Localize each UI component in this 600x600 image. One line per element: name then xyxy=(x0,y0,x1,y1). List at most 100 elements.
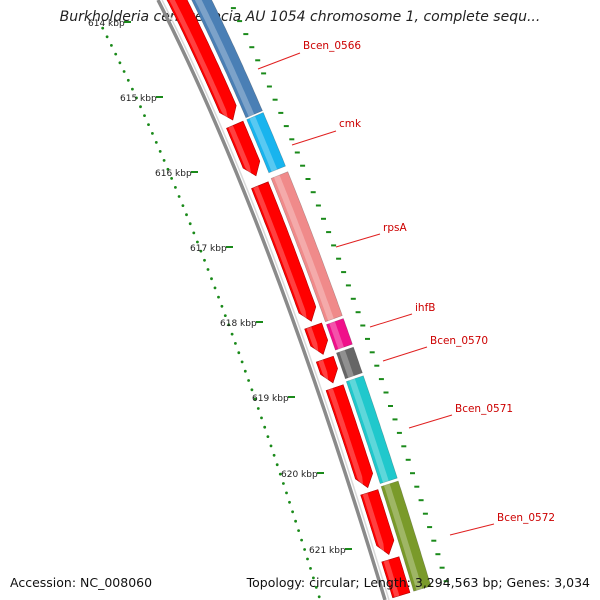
tick-dot xyxy=(154,141,158,144)
tick-dash xyxy=(401,445,407,448)
tick-dot xyxy=(260,416,263,420)
tick-dash xyxy=(383,391,389,394)
gene-label-bcen_0570[interactable]: Bcen_0570 xyxy=(430,335,488,347)
major-tick xyxy=(156,96,163,98)
major-tick xyxy=(317,472,324,474)
tick-dot xyxy=(101,26,105,30)
tick-dot xyxy=(288,500,291,504)
gene-highlight xyxy=(349,378,389,483)
tick-dash xyxy=(396,431,402,434)
gene-label-bcen_0572[interactable]: Bcen_0572 xyxy=(497,512,555,524)
tick-dash xyxy=(326,231,332,234)
gene-leader-line xyxy=(382,346,428,362)
tick-dot xyxy=(247,379,251,382)
gene-leader-line xyxy=(291,130,337,146)
tick-dash xyxy=(272,98,278,101)
tick-dot xyxy=(199,249,203,253)
tick-dot xyxy=(220,304,224,308)
tick-dot xyxy=(269,444,273,448)
tick-label: 621 kbp xyxy=(309,546,346,556)
tick-dash xyxy=(439,566,445,569)
tick-dash xyxy=(443,580,449,583)
tick-label: 615 kbp xyxy=(120,94,157,104)
tick-dash xyxy=(431,539,437,542)
cds-arrow xyxy=(315,355,338,384)
tick-dot xyxy=(263,425,267,429)
gene-label-cmk[interactable]: cmk xyxy=(339,118,362,130)
cds-highlight xyxy=(253,185,308,323)
tick-dot xyxy=(250,388,254,392)
gene-leader-line xyxy=(335,233,381,248)
tick-dot xyxy=(237,351,241,355)
gene-label-bcen_0566[interactable]: Bcen_0566 xyxy=(303,40,361,52)
backbone-ring-shadow xyxy=(161,0,390,600)
tick-dot xyxy=(110,44,113,47)
backbone-ring xyxy=(156,0,387,600)
tick-dot xyxy=(105,35,109,39)
tick-dash xyxy=(294,151,300,154)
gene-feature-bcen_0566 xyxy=(191,0,263,119)
gene-leader-line xyxy=(449,523,495,536)
cds-highlight xyxy=(228,125,252,178)
cds-arrow xyxy=(360,489,395,555)
tick-dot xyxy=(135,96,138,100)
tick-dot xyxy=(158,150,162,153)
gene-highlight xyxy=(273,175,334,321)
tick-dash xyxy=(422,512,428,515)
tick-dot xyxy=(192,231,196,235)
gene-leader-line xyxy=(257,52,301,70)
tick-dot xyxy=(234,342,237,345)
tick-dash xyxy=(315,204,321,207)
tick-dot xyxy=(306,557,309,561)
major-tick xyxy=(288,396,295,398)
tick-dash xyxy=(410,472,415,475)
tick-dash xyxy=(278,111,284,114)
tick-dash xyxy=(418,499,424,502)
gene-feature-cmk xyxy=(246,112,286,174)
tick-dot xyxy=(297,529,300,532)
tick-dot xyxy=(223,314,227,317)
gene-feature-bcen_0571 xyxy=(345,375,398,484)
tick-dash xyxy=(345,284,351,287)
tick-dot xyxy=(203,258,206,262)
cds-highlight xyxy=(318,359,329,385)
cds-highlight xyxy=(328,388,364,489)
tick-dash xyxy=(266,85,272,88)
gene-label-bcen_0571[interactable]: Bcen_0571 xyxy=(455,403,513,415)
tick-dot xyxy=(256,407,260,410)
tick-dot xyxy=(114,52,118,56)
tick-dot xyxy=(294,519,297,523)
tick-dot xyxy=(118,61,122,65)
tick-dot xyxy=(309,567,312,570)
tick-dot xyxy=(253,397,257,401)
cds-strand xyxy=(166,0,411,599)
summary-text: Topology: circular; Length: 3,294,563 bp… xyxy=(246,575,590,590)
tick-dash xyxy=(261,72,267,75)
gene-label-rpsa[interactable]: rpsA xyxy=(383,222,407,234)
tick-dash xyxy=(283,125,289,128)
tick-label: 616 kbp xyxy=(155,169,192,179)
tick-dot xyxy=(170,177,174,180)
tick-dot xyxy=(131,87,134,91)
tick-dot xyxy=(303,548,306,551)
cds-arrow xyxy=(304,322,329,355)
tick-dash xyxy=(360,324,366,327)
major-tick xyxy=(256,321,263,323)
tick-dot xyxy=(314,586,318,589)
tick-dot xyxy=(126,78,130,82)
tick-dash xyxy=(321,217,326,220)
tick-dash xyxy=(300,164,306,167)
tick-dot xyxy=(162,159,166,162)
tick-dash xyxy=(331,244,337,247)
tick-dash xyxy=(305,178,311,180)
tick-dash xyxy=(374,364,380,367)
gene-label-ihfb[interactable]: ihfB xyxy=(415,302,435,314)
tick-dash xyxy=(405,458,411,461)
gene-feature-bcen_0572 xyxy=(380,480,432,592)
tick-dot xyxy=(278,472,282,476)
tick-dot xyxy=(166,167,170,171)
tick-dot xyxy=(206,268,210,271)
tick-dot xyxy=(272,453,276,457)
